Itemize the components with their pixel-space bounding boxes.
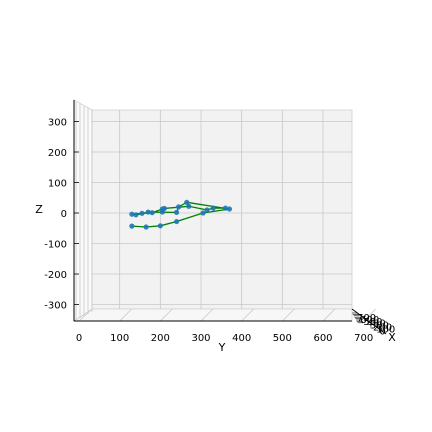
grid-floor [119,308,132,322]
z-tick-label: 100 [48,179,67,190]
y-tick-label: 700 [354,333,373,344]
data-point [139,210,145,216]
data-point [222,205,228,211]
axis-lines [73,100,387,335]
y-tick-label: 500 [273,333,292,344]
grid-floor [282,308,295,322]
grid-floor [322,308,336,322]
data-point [200,210,206,216]
data-point [174,209,180,215]
z-tick-label: 0 [61,209,67,220]
grid-lines [75,102,376,322]
grid-floor [241,308,254,322]
z-tick-label: -300 [44,301,67,312]
data-point [133,212,139,218]
data-points [129,199,233,230]
x-axis-label: X [388,331,396,344]
y-tick-label: 600 [313,333,332,344]
data-point [174,218,180,225]
y-axis-label: Y [218,341,226,354]
data-segment [188,205,208,211]
y-tick-label: 0 [76,333,82,344]
grid-floor [160,308,173,322]
data-point [210,205,216,211]
data-point [149,210,155,216]
x-tick-label: 0 [379,326,385,337]
z-tick-label: -200 [44,270,67,281]
grid-floor [78,308,93,322]
data-point [176,204,182,210]
data-point [145,209,151,215]
y-tick-label: 100 [110,333,129,344]
x-tick-label: 200 [373,323,392,334]
y-tick-label: 200 [151,333,170,344]
data-point [129,211,135,217]
data-segment [176,212,204,223]
x-tick-label: 700 [357,313,376,324]
x-tick-label: 600 [360,315,379,326]
data-point [204,207,210,213]
data-point [184,199,190,205]
x-tick-label: 100 [376,324,395,335]
x-tick-label: 500 [363,317,382,328]
z-tick-label: 300 [48,118,67,129]
data-point [157,223,163,229]
grid-floor [200,308,214,322]
data-point [186,203,192,209]
data-point [143,224,149,230]
y-tick-label: 400 [232,333,251,344]
x-tick-label: 300 [370,321,389,332]
data-point [226,206,233,212]
floor-pane [72,308,353,322]
z-axis-label: Z [35,203,43,216]
data-point [159,206,165,212]
z-tick-label: -100 [44,240,67,251]
data-segment [160,220,177,227]
x-tick-label: 400 [367,319,386,330]
z-tick-label: 200 [48,148,67,159]
data-point [129,223,135,229]
side-pane [73,99,93,322]
y-tick-label: 300 [191,333,210,344]
